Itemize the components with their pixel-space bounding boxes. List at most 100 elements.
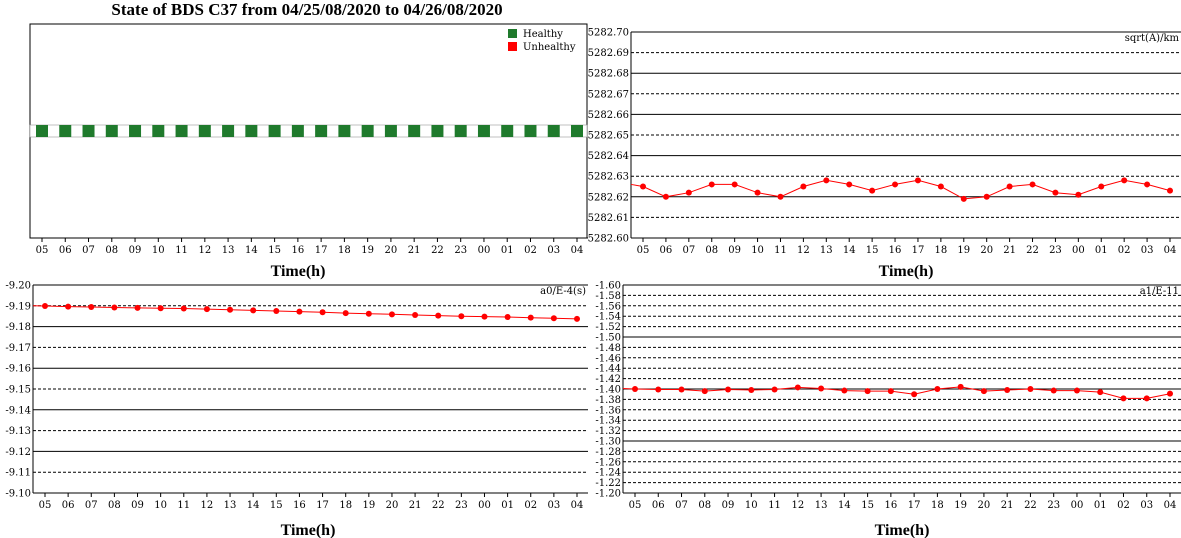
y-tick-label: 5282.68 [588, 69, 629, 80]
data-point [65, 303, 72, 310]
y-tick-label: -1.24 [595, 468, 621, 479]
x-tick-label: 11 [774, 245, 787, 256]
figure-title: State of BDS C37 from 04/25/08/2020 to 0… [111, 0, 502, 19]
state-band [29, 124, 588, 138]
x-tick-label: 18 [339, 500, 352, 511]
y-tick-label: 5282.66 [588, 110, 629, 121]
state-segment [571, 125, 583, 137]
data-point [960, 195, 967, 202]
x-tick-label: 21 [409, 500, 422, 511]
y-tick-label: -1.20 [595, 489, 621, 500]
data-point [319, 309, 326, 316]
data-point [1098, 183, 1105, 190]
data-point [42, 303, 48, 310]
data-point [527, 314, 534, 321]
x-tick-label: 03 [547, 245, 560, 256]
y-tick-label: -1.22 [595, 478, 621, 489]
y-tick-label: -1.40 [595, 385, 621, 396]
x-tick-label: 05 [36, 245, 49, 256]
x-tick-label: 15 [861, 500, 874, 511]
x-tick-label: 16 [885, 500, 898, 511]
x-tick-label: 08 [698, 500, 711, 511]
x-tick-label: 19 [957, 245, 970, 256]
x-tick-label: 14 [843, 245, 856, 256]
state-segment [524, 125, 537, 137]
data-point [1144, 181, 1151, 188]
x-tick-label: 04 [571, 500, 584, 511]
state-segment [175, 125, 188, 137]
legend-label: Unhealthy [523, 42, 576, 53]
data-point [365, 310, 372, 317]
x-tick-label: 18 [935, 245, 948, 256]
data-point [273, 308, 280, 314]
data-point [1167, 390, 1173, 397]
x-tick-label: 22 [431, 245, 444, 256]
x-axis-label: Time(h) [271, 263, 326, 280]
x-tick-label: 03 [548, 500, 561, 511]
x-tick-label: 14 [838, 500, 851, 511]
x-tick-label: 15 [268, 245, 281, 256]
x-tick-label: 19 [361, 245, 374, 256]
y-tick-label: -9.12 [5, 447, 31, 458]
x-tick-label: 08 [105, 245, 118, 256]
y-tick-label: 5282.60 [588, 234, 629, 245]
x-tick-label: 10 [154, 500, 167, 511]
data-point [203, 306, 210, 313]
x-tick-label: 06 [660, 245, 673, 256]
y-tick-label: -1.38 [595, 395, 621, 406]
data-point [111, 304, 118, 311]
y-tick-label: -1.34 [595, 416, 621, 427]
x-tick-label: 22 [432, 500, 445, 511]
x-tick-label: 11 [768, 500, 781, 511]
y-tick-label: 5282.67 [588, 89, 629, 100]
state-segment [501, 125, 514, 137]
state-segment [291, 125, 304, 137]
y-tick-label: -1.48 [595, 343, 621, 354]
data-point [1006, 183, 1013, 190]
y-tick-label: 5282.65 [588, 131, 629, 142]
x-tick-label: 00 [1072, 245, 1085, 256]
x-tick-label: 10 [152, 245, 165, 256]
y-tick-label: -9.10 [5, 489, 31, 500]
legend-label: Healthy [523, 29, 563, 40]
y-tick-label: -1.36 [595, 405, 621, 416]
y-tick-label: -1.32 [595, 426, 621, 437]
state-segment [59, 125, 72, 137]
x-tick-label: 19 [362, 500, 375, 511]
y-tick-label: -1.42 [595, 374, 621, 385]
x-tick-label: 09 [722, 500, 735, 511]
x-tick-label: 00 [478, 245, 491, 256]
data-point [157, 305, 164, 312]
x-tick-label: 10 [745, 500, 758, 511]
y-tick-label: -1.60 [595, 281, 621, 292]
y-tick-label: -9.14 [5, 405, 31, 416]
data-point [504, 314, 511, 321]
x-tick-label: 22 [1024, 500, 1037, 511]
data-point [887, 388, 894, 395]
x-tick-label: 13 [224, 500, 237, 511]
x-tick-label: 11 [177, 500, 190, 511]
x-tick-label: 05 [629, 500, 642, 511]
data-point [550, 315, 557, 322]
x-tick-label: 06 [62, 500, 75, 511]
data-point [640, 183, 646, 190]
state-segment [36, 125, 48, 137]
y-tick-label: 5282.64 [588, 151, 629, 162]
x-tick-label: 09 [131, 500, 144, 511]
x-axis-label: Time(h) [879, 263, 934, 280]
y-tick-label: -9.13 [5, 426, 31, 437]
y-tick-label: 5282.63 [588, 172, 629, 183]
y-tick-label: -1.44 [595, 364, 621, 375]
x-tick-label: 04 [1164, 245, 1177, 256]
state-panel: 05 06 07 08 09 10 11 12 13 14 15 16 17 18 19 20 21 22 23 00… [29, 23, 588, 280]
x-tick-label: 15 [270, 500, 283, 511]
data-point [914, 177, 921, 184]
data-point [748, 387, 755, 394]
state-segment [547, 125, 560, 137]
state-segment [268, 125, 281, 137]
state-segment [384, 125, 397, 137]
x-tick-label: 21 [1001, 500, 1014, 511]
x-tick-label: 18 [338, 245, 351, 256]
data-point [250, 307, 257, 314]
x-tick-label: 01 [1095, 245, 1108, 256]
